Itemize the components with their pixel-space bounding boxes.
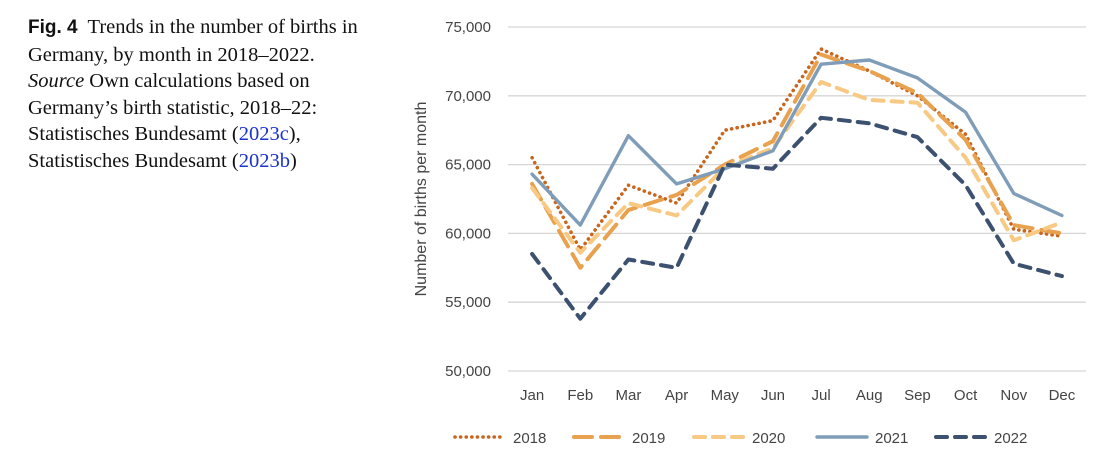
x-tick-label: May: [711, 387, 740, 404]
x-tick-label: Sep: [904, 387, 931, 404]
y-tick-label: 75,000: [445, 19, 491, 36]
figure-label: Fig. 4: [28, 17, 78, 38]
x-tick-label: Dec: [1049, 387, 1076, 404]
caption-text: ), Statistisches Bundesamt (: [28, 123, 301, 172]
x-tick-label: Apr: [665, 387, 688, 404]
x-tick-label: Jan: [520, 387, 544, 404]
series-line-2020: [530, 80, 1064, 255]
y-tick-label: 70,000: [445, 88, 491, 105]
legend-label: 2020: [752, 430, 785, 447]
x-tick-label: Nov: [1000, 387, 1027, 404]
citation-link[interactable]: 2023b: [238, 149, 290, 172]
series-line-2019: [530, 52, 1064, 270]
series-line-2018: [530, 47, 1064, 252]
caption-text: ): [289, 149, 297, 172]
caption-text: Own calculations based on Germany’s birt…: [28, 70, 318, 145]
figure-caption: Fig. 4 Trends in the number of births in…: [28, 14, 358, 174]
legend-label: 2019: [632, 430, 665, 447]
y-axis-label: Number of births per month: [413, 102, 430, 297]
caption-source-label: Source: [28, 70, 85, 92]
y-tick-label: 55,000: [445, 294, 491, 311]
series-line-2022: [530, 115, 1064, 321]
legend-label: 2021: [875, 430, 908, 447]
x-tick-label: Jul: [811, 387, 830, 404]
y-tick-label: 65,000: [445, 157, 491, 174]
legend-label: 2018: [513, 430, 546, 447]
x-tick-label: Mar: [615, 387, 641, 404]
legend-label: 2022: [994, 430, 1027, 447]
y-tick-label: 60,000: [445, 225, 491, 242]
x-tick-label: Jun: [761, 387, 785, 404]
y-tick-label: 50,000: [445, 363, 491, 380]
x-tick-label: Oct: [954, 387, 978, 404]
series-line-2021: [530, 58, 1064, 227]
x-tick-label: Feb: [567, 387, 593, 404]
caption-text: Trends in the number of births in German…: [28, 16, 358, 66]
citation-link[interactable]: 2023c: [238, 123, 289, 145]
x-tick-label: Aug: [856, 387, 883, 404]
